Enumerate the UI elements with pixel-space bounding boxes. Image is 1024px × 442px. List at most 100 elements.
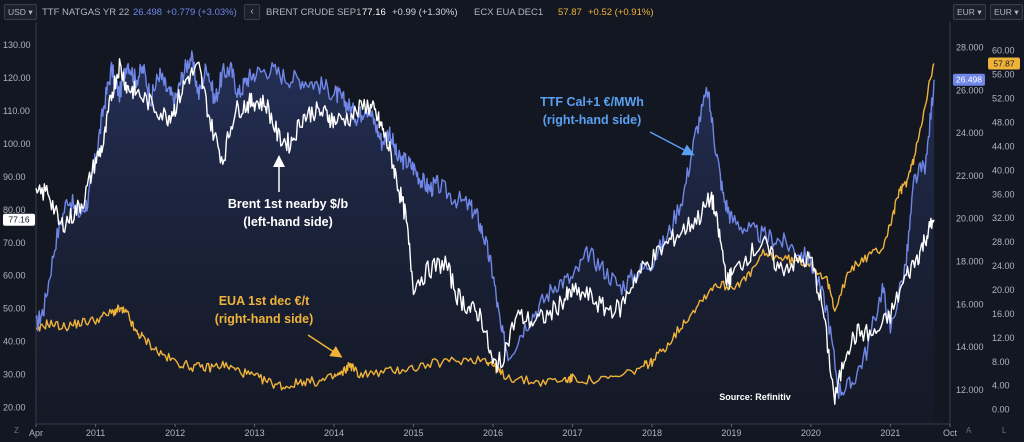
ttf-tick-label: 14.000 (956, 342, 984, 352)
ttf-tick-label: 12.000 (956, 385, 984, 395)
right-unit-button-1[interactable]: EUR ▾ (953, 4, 986, 20)
series-line-eua-1st-dec (35, 63, 935, 391)
annotation-ttf-line2: (right-hand side) (543, 113, 642, 127)
left-tick-label: 30.00 (3, 370, 26, 380)
annotation-eua-arrow (307, 334, 343, 358)
annotation-brent: Brent 1st nearby $/b (left-hand side) (228, 155, 349, 229)
price-tag-box (3, 213, 35, 226)
eua-tick-label: 28.00 (992, 237, 1015, 247)
series-brent-change: +0.99 (+1.30%) (392, 7, 458, 18)
x-tick-label: 2012 (165, 428, 185, 438)
series-ttf-value: 26.498 (133, 7, 163, 18)
ttf-tick-label: 24.000 (956, 128, 984, 138)
right-unit-label-1: EUR (957, 7, 975, 17)
ttf-area-fill (36, 51, 935, 424)
eua-tick-label: 12.00 (992, 333, 1015, 343)
ttf-tick-label: 26.000 (956, 85, 984, 95)
ttf-tick-label: 20.000 (956, 214, 984, 224)
series-brent-value: 77.16 (362, 7, 386, 18)
price-tags-layer: 77.16 26.498 57.87 (3, 57, 1020, 226)
series-eua-value: 57.87 (558, 7, 582, 18)
annotation-brent-line1: Brent 1st nearby $/b (228, 197, 349, 211)
series-eua-name[interactable]: ECX EUA DEC1 (474, 7, 544, 18)
series-ttf-change: +0.779 (+3.03%) (166, 7, 237, 18)
eua-tick-label: 56.00 (992, 70, 1015, 80)
x-tick-label: 2018 (642, 428, 662, 438)
x-tick-label: 2015 (404, 428, 424, 438)
series-line-ttf-cal-1 (35, 50, 935, 400)
price-tag-label: 57.87 (993, 58, 1015, 68)
price-tag-box (953, 73, 985, 86)
annotation-ttf-line1: TTF Cal+1 €/MWh (540, 95, 644, 109)
zoom-button[interactable]: Z (14, 426, 19, 435)
price-tag-label: 77.16 (8, 215, 30, 225)
right-unit-label-2: EUR (994, 7, 1012, 17)
price-tag-label: 26.498 (956, 75, 982, 85)
ttf-tick-label: 28.000 (956, 43, 984, 53)
eua-tick-label: 44.00 (992, 141, 1015, 151)
left-unit-label: USD (8, 7, 26, 17)
x-axis-ticks: Apr 2011 2012 2013 2014 2015 2016 2017 2018 2019 2… (29, 424, 958, 438)
left-tick-label: 90.00 (3, 172, 26, 182)
chevron-down-icon: ▾ (25, 7, 33, 17)
series-lines-layer (35, 50, 935, 405)
ttf-axis-ticks: 12.000 14.000 16.000 18.000 20.000 22.000 24.0… (956, 43, 984, 395)
chevron-left-icon[interactable]: ‹ (244, 4, 260, 20)
left-tick-label: 80.00 (3, 205, 26, 215)
eua-tick-label: 24.00 (992, 261, 1015, 271)
chevron-down-icon: ▾ (1011, 7, 1019, 17)
price-tag-box (988, 57, 1020, 70)
ttf-tick-label: 22.000 (956, 171, 984, 181)
left-tick-label: 20.00 (3, 403, 26, 413)
annotation-eua: EUA 1st dec €/t (right-hand side) (215, 294, 343, 358)
x-tick-label: Apr (29, 428, 43, 438)
x-tick-label: 2016 (483, 428, 503, 438)
eua-tick-label: 52.00 (992, 94, 1015, 104)
ttf-area-layer (36, 51, 935, 424)
left-axis-ticks: 20.00 30.00 40.00 50.00 60.00 70.00 80.00 90.00… (3, 40, 31, 412)
left-tick-label: 40.00 (3, 337, 26, 347)
x-tick-label: 2011 (86, 428, 105, 438)
series-brent-name[interactable]: BRENT CRUDE SEP1 (266, 7, 362, 18)
left-tick-label: 110.00 (3, 106, 30, 116)
log-scale-button[interactable]: L (1002, 426, 1007, 435)
annotation-eua-line1: EUA 1st dec €/t (219, 294, 310, 308)
chevron-down-icon: ▾ (974, 7, 982, 17)
x-tick-label: Oct (943, 428, 958, 438)
ttf-tick-label: 16.000 (956, 299, 984, 309)
right-unit-button-2[interactable]: EUR ▾ (990, 4, 1023, 20)
left-tick-label: 60.00 (3, 271, 26, 281)
annotation-brent-line2: (left-hand side) (243, 215, 333, 229)
eua-tick-label: 36.00 (992, 189, 1015, 199)
x-tick-label: 2017 (562, 428, 582, 438)
series-eua-change: +0.52 (+0.91%) (588, 7, 654, 18)
x-tick-label: 2020 (801, 428, 821, 438)
eua-axis-ticks: 0.00 4.00 8.00 12.00 16.00 20.00 24.00 28.00 32.… (992, 46, 1015, 415)
eua-tick-label: 0.00 (992, 405, 1010, 415)
left-tick-label: 120.00 (3, 73, 31, 83)
left-tick-label: 50.00 (3, 304, 26, 314)
x-tick-label: 2014 (324, 428, 344, 438)
auto-scale-button[interactable]: A (966, 426, 972, 435)
left-tick-label: 100.00 (3, 139, 31, 149)
left-unit-button[interactable]: USD ▾ (4, 4, 37, 20)
eua-tick-label: 40.00 (992, 165, 1015, 175)
annotation-ttf: TTF Cal+1 €/MWh (right-hand side) (540, 95, 695, 156)
eua-tick-label: 16.00 (992, 309, 1015, 319)
ttf-tick-label: 18.000 (956, 256, 984, 266)
eua-tick-label: 4.00 (992, 381, 1010, 391)
source-note: Source: Refinitiv (719, 392, 791, 402)
eua-tick-label: 32.00 (992, 213, 1015, 223)
eua-tick-label: 8.00 (992, 357, 1010, 367)
annotation-ttf-arrow (649, 131, 695, 156)
eua-tick-label: 48.00 (992, 118, 1015, 128)
annotation-eua-line2: (right-hand side) (215, 312, 314, 326)
x-tick-label: 2021 (880, 428, 900, 438)
chart-header: USD ▾ TTF NATGAS YR 22 26.498 +0.779 (+3… (0, 0, 1024, 26)
eua-tick-label: 20.00 (992, 285, 1015, 295)
series-ttf-name[interactable]: TTF NATGAS YR 22 (42, 7, 130, 18)
series-line-brent-1st-nearby (35, 58, 935, 405)
x-tick-label: 2013 (245, 428, 265, 438)
eua-tick-label: 60.00 (992, 46, 1015, 56)
